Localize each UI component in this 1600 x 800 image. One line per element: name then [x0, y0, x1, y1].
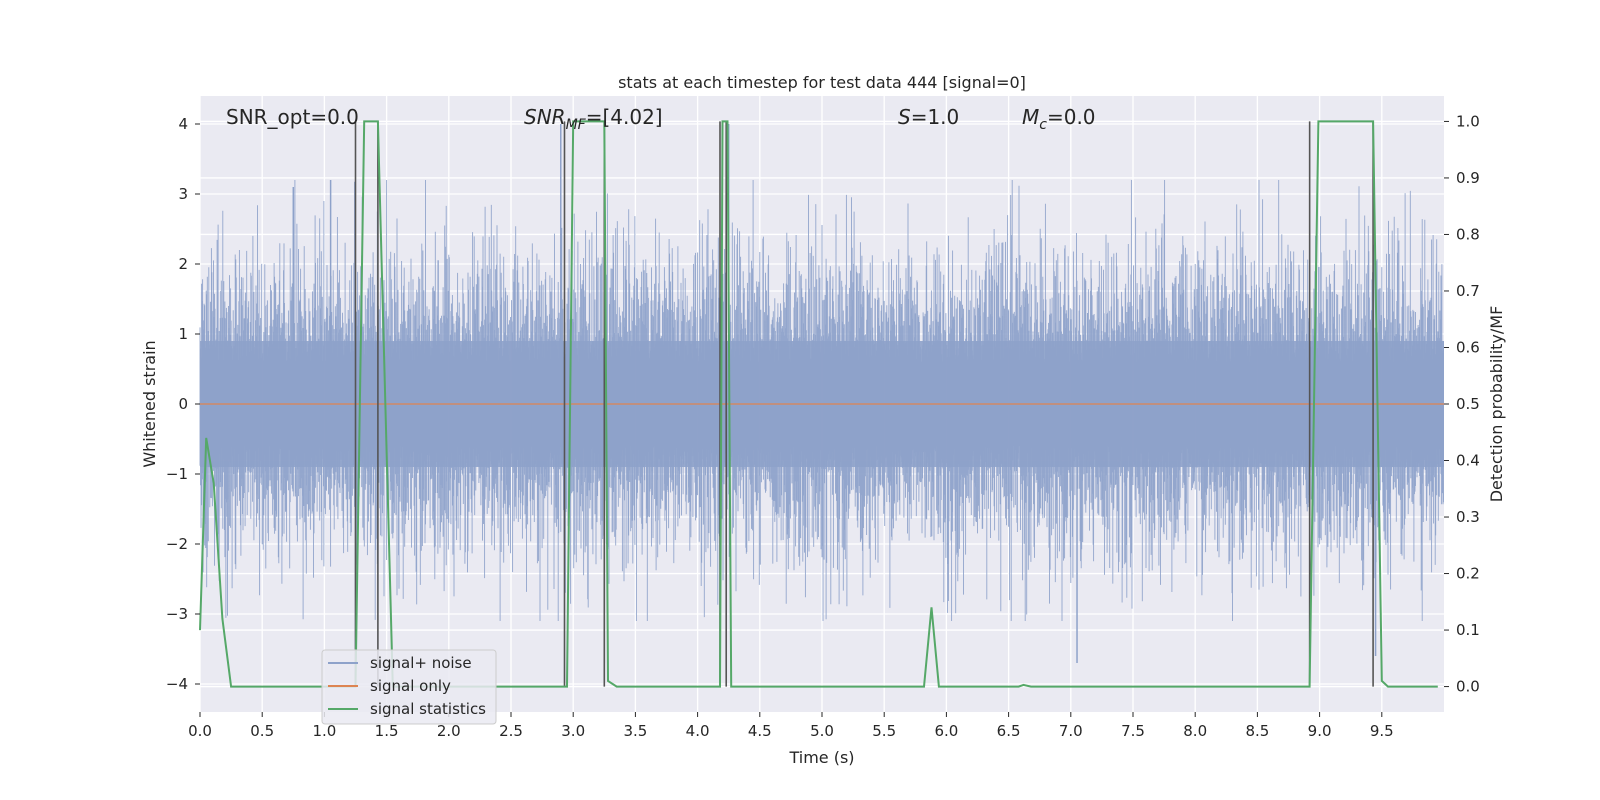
- y-right-tick-label: 0.7: [1456, 282, 1480, 300]
- x-tick-label: 8.5: [1245, 722, 1269, 740]
- y-right-axis-label: Detection probability/MF: [1487, 306, 1506, 503]
- annotation-snr-mf: SNRMF=[4.02]: [524, 105, 663, 133]
- chart-title: stats at each timestep for test data 444…: [618, 73, 1026, 92]
- x-tick-label: 3.5: [623, 722, 647, 740]
- y-right-tick-label: 0.1: [1456, 621, 1480, 639]
- y-right-tick-label: 0.9: [1456, 169, 1480, 187]
- y-left-tick-label: 3: [178, 185, 188, 203]
- x-tick-label: 6.5: [997, 722, 1021, 740]
- y-left-tick-label: 2: [178, 255, 188, 273]
- y-left-axis-label: Whitened strain: [140, 340, 159, 467]
- y-left-tick-label: −1: [166, 465, 188, 483]
- annotation-mc: Mc=0.0: [1022, 105, 1096, 133]
- x-tick-label: 4.0: [686, 722, 710, 740]
- y-right-tick-label: 1.0: [1456, 112, 1480, 130]
- y-left-tick-label: 1: [178, 325, 188, 343]
- annotation-snr-opt: SNR_opt=0.0: [226, 105, 359, 129]
- legend-label-stats: signal statistics: [370, 700, 486, 718]
- x-tick-label: 0.0: [188, 722, 212, 740]
- annotation-s: S=1.0: [898, 105, 959, 129]
- y-right-tick-label: 0.2: [1456, 565, 1480, 583]
- x-tick-label: 3.0: [561, 722, 585, 740]
- x-tick-label: 5.5: [872, 722, 896, 740]
- x-tick-label: 7.0: [1059, 722, 1083, 740]
- y-right-tick-label: 0.6: [1456, 338, 1480, 356]
- y-left-tick-label: 0: [178, 395, 188, 413]
- x-tick-label: 2.0: [437, 722, 461, 740]
- x-tick-label: 7.5: [1121, 722, 1145, 740]
- x-tick-label: 9.0: [1308, 722, 1332, 740]
- legend-box: [321, 649, 497, 725]
- x-tick-label: 6.0: [934, 722, 958, 740]
- legend-label-noise: signal+ noise: [370, 654, 472, 672]
- x-tick-label: 8.0: [1183, 722, 1207, 740]
- x-tick-label: 9.5: [1370, 722, 1394, 740]
- y-right-tick-label: 0.0: [1456, 678, 1480, 696]
- x-tick-label: 4.5: [748, 722, 772, 740]
- y-left-tick-label: 4: [178, 115, 188, 133]
- y-right-tick-label: 0.8: [1456, 225, 1480, 243]
- x-tick-label: 0.5: [250, 722, 274, 740]
- y-right-tick-label: 0.5: [1456, 395, 1480, 413]
- x-tick-label: 2.5: [499, 722, 523, 740]
- legend-label-signal: signal only: [370, 677, 451, 695]
- x-tick-label: 1.0: [312, 722, 336, 740]
- y-right-tick-labels: 1.0 0.9 0.8 0.7 0.6 0.5 0.4 0.3 0.2 0.1 0.0: [1444, 112, 1480, 696]
- x-tick-labels: 0.0 0.5 1.0 1.5 2.0 2.5 3.0 3.5 4.0 4.5 5.0 5.5 6.0 6…: [188, 712, 1394, 740]
- x-tick-label: 1.5: [375, 722, 399, 740]
- x-axis-label: Time (s): [788, 748, 854, 767]
- y-left-tick-label: −4: [166, 675, 188, 693]
- y-left-tick-label: −3: [166, 605, 188, 623]
- y-left-tick-labels: 4 3 2 1 0 −1 −2 −3 −4: [166, 115, 200, 693]
- legend: signal+ noise signal only signal statist…: [321, 649, 497, 725]
- y-left-tick-label: −2: [166, 535, 188, 553]
- y-right-tick-label: 0.3: [1456, 508, 1480, 526]
- x-tick-label: 5.0: [810, 722, 834, 740]
- y-right-tick-label: 0.4: [1456, 452, 1480, 470]
